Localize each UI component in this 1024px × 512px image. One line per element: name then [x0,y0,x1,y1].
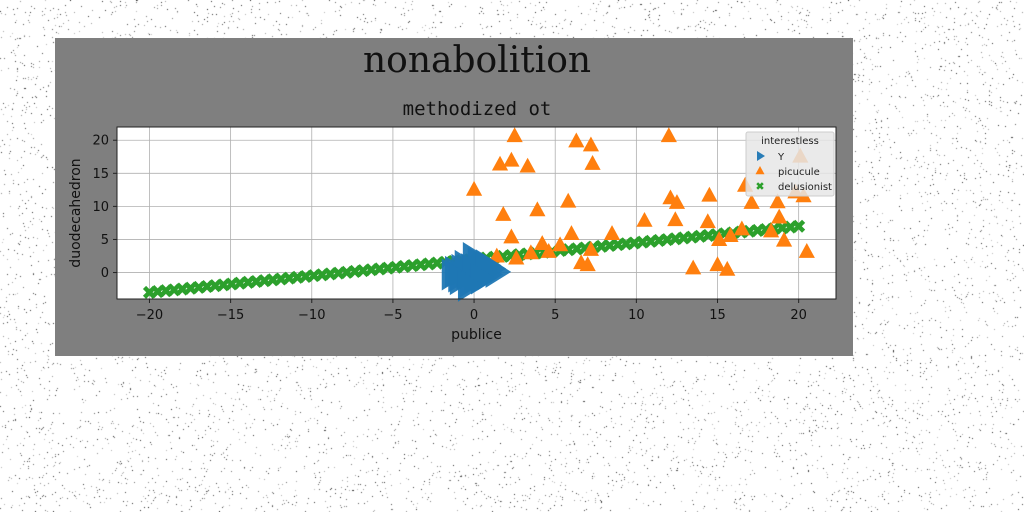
picucule-point [668,194,686,209]
x-marker-bar [792,219,806,233]
y-tick-label: 20 [92,134,109,149]
picucule-point [699,213,716,229]
picucule-point [771,208,788,224]
picucule-point [733,220,750,236]
y-tick-label: 10 [92,200,109,215]
picucule-point [506,127,523,143]
picucule-point [522,244,539,260]
picucule-point [660,127,677,143]
picucule-point [534,235,551,250]
picucule-point [798,243,815,258]
x-tick-label: 20 [790,308,807,323]
picucule-point [540,243,557,258]
picucule-point [508,249,525,265]
legend-box [745,131,835,197]
picucule-point [582,136,600,152]
picucule-point [709,256,726,272]
legend-title: interestless [761,136,819,147]
axes-title: methodized ot [402,98,552,120]
legend-label: delusionist [778,182,832,193]
picucule-point [584,155,601,170]
figure-suptitle: nonabolition [362,40,592,81]
picucule-point [769,193,786,209]
picucule-point [519,157,536,173]
y-point [457,269,484,302]
picucule-point [560,192,577,208]
x-marker-bar [756,182,764,190]
picucule-point [775,231,793,247]
x-tick-label: 10 [628,308,645,323]
picucule-point [563,225,580,241]
y-tick-label: 0 [101,266,109,281]
picucule-point [701,186,718,202]
picucule-point [667,211,684,227]
picucule-point [719,260,736,276]
y-point [462,241,489,274]
picucule-point [503,228,520,244]
x-tick-label: −10 [298,308,325,323]
picucule-point [743,194,760,209]
legend-label: picucule [778,167,820,178]
y-tick-label: 5 [101,233,109,248]
x-axis-label: publice [451,327,502,343]
picucule-point [465,180,483,196]
picucule-point [551,236,569,252]
y-axis-label: duodecahedron [68,158,84,267]
axis-ticks: −20 −15 −10 −5 0 5 10 15 20 0 5 10 15 20 [92,134,806,323]
x-tick-label: −5 [383,308,402,323]
legend-marker-delusionist [756,182,764,190]
picucule-point [579,256,596,272]
data-marks [142,127,815,302]
picucule-point [488,247,505,263]
plot-frame [116,126,837,300]
picucule-point [636,211,653,227]
picucule-point [529,201,546,217]
picucule-point [722,227,739,243]
picucule-point [503,151,520,167]
delusionist-point [792,219,806,233]
picucule-point [603,225,621,241]
legend-marker-picucule [755,166,765,175]
picucule-point [582,241,600,256]
x-tick-label: 0 [470,308,478,323]
y-tick-label: 15 [92,167,109,182]
picucule-point [568,132,585,148]
x-tick-label: −20 [136,308,163,323]
picucule-point [762,222,780,238]
x-tick-label: 15 [709,308,726,323]
legend-marker-y [757,151,765,161]
picucule-point [711,231,728,246]
picucule-point [491,155,509,171]
legend-label: Y [777,152,785,163]
picucule-point [685,259,702,275]
x-tick-label: −15 [217,308,244,323]
x-tick-label: 5 [551,308,559,323]
picucule-point [495,205,512,221]
